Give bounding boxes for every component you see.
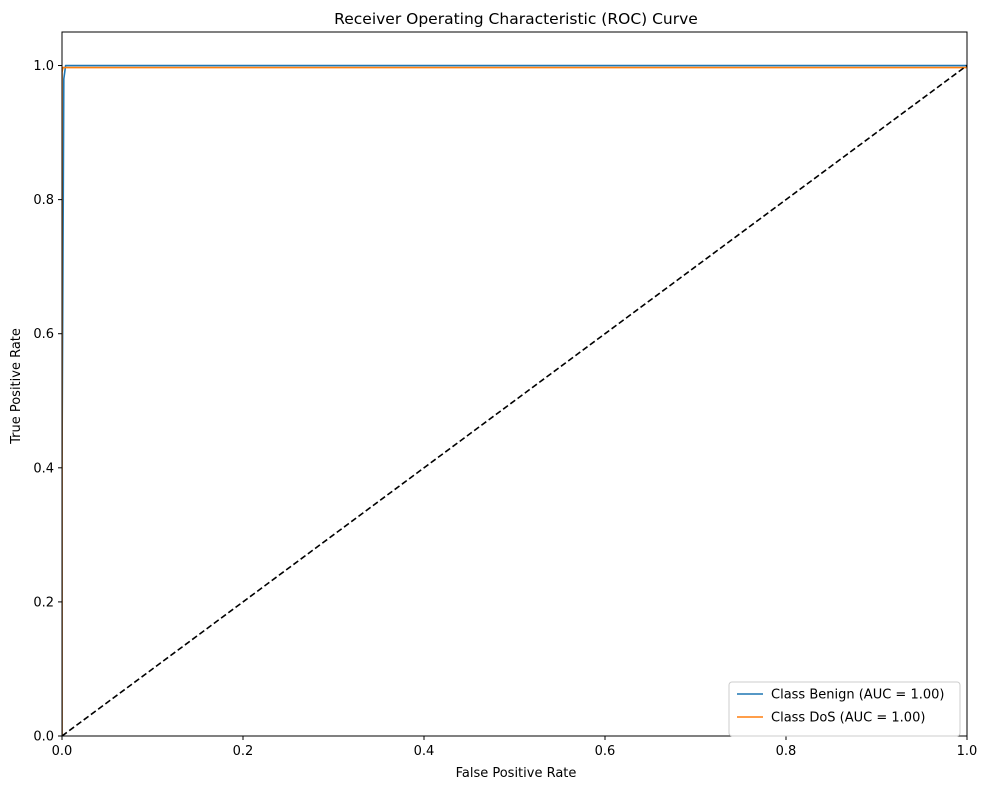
x-tick-label: 0.8: [776, 744, 797, 759]
y-tick-label: 0.8: [33, 193, 54, 208]
y-tick-label: 0.2: [33, 595, 54, 610]
x-tick-label: 1.0: [957, 744, 978, 759]
y-tick-label: 0.0: [33, 730, 54, 745]
axes: 0.0 0.2 0.4 0.6 0.8 1.0 0.0 0.2 0.4 0.6 0.8 1.0: [33, 31, 978, 759]
series-line-0: [62, 64, 967, 736]
legend-box: [728, 681, 961, 737]
y-tick-label: 0.6: [33, 327, 54, 342]
chart-title: Receiver Operating Characteristic (ROC) …: [334, 10, 698, 28]
y-tick-label: 1.0: [33, 59, 54, 74]
x-tick-label: 0.0: [52, 744, 73, 759]
x-tick-label: 0.2: [233, 744, 254, 759]
axes-frame: [61, 31, 968, 737]
diagonal-reference-line: [62, 64, 967, 736]
legend-label: Class DoS (AUC = 1.00): [771, 711, 925, 726]
y-tick-label: 0.4: [33, 461, 54, 476]
legend-label: Class Benign (AUC = 1.00): [771, 688, 944, 703]
legend: Class Benign (AUC = 1.00) Class DoS (AUC …: [728, 681, 961, 737]
x-axis-label: False Positive Rate: [456, 766, 577, 781]
y-axis-label: True Positive Rate: [9, 328, 24, 445]
plot-area: [62, 64, 967, 736]
x-tick-label: 0.4: [414, 744, 435, 759]
series-line-1: [62, 65, 967, 736]
x-tick-label: 0.6: [595, 744, 616, 759]
